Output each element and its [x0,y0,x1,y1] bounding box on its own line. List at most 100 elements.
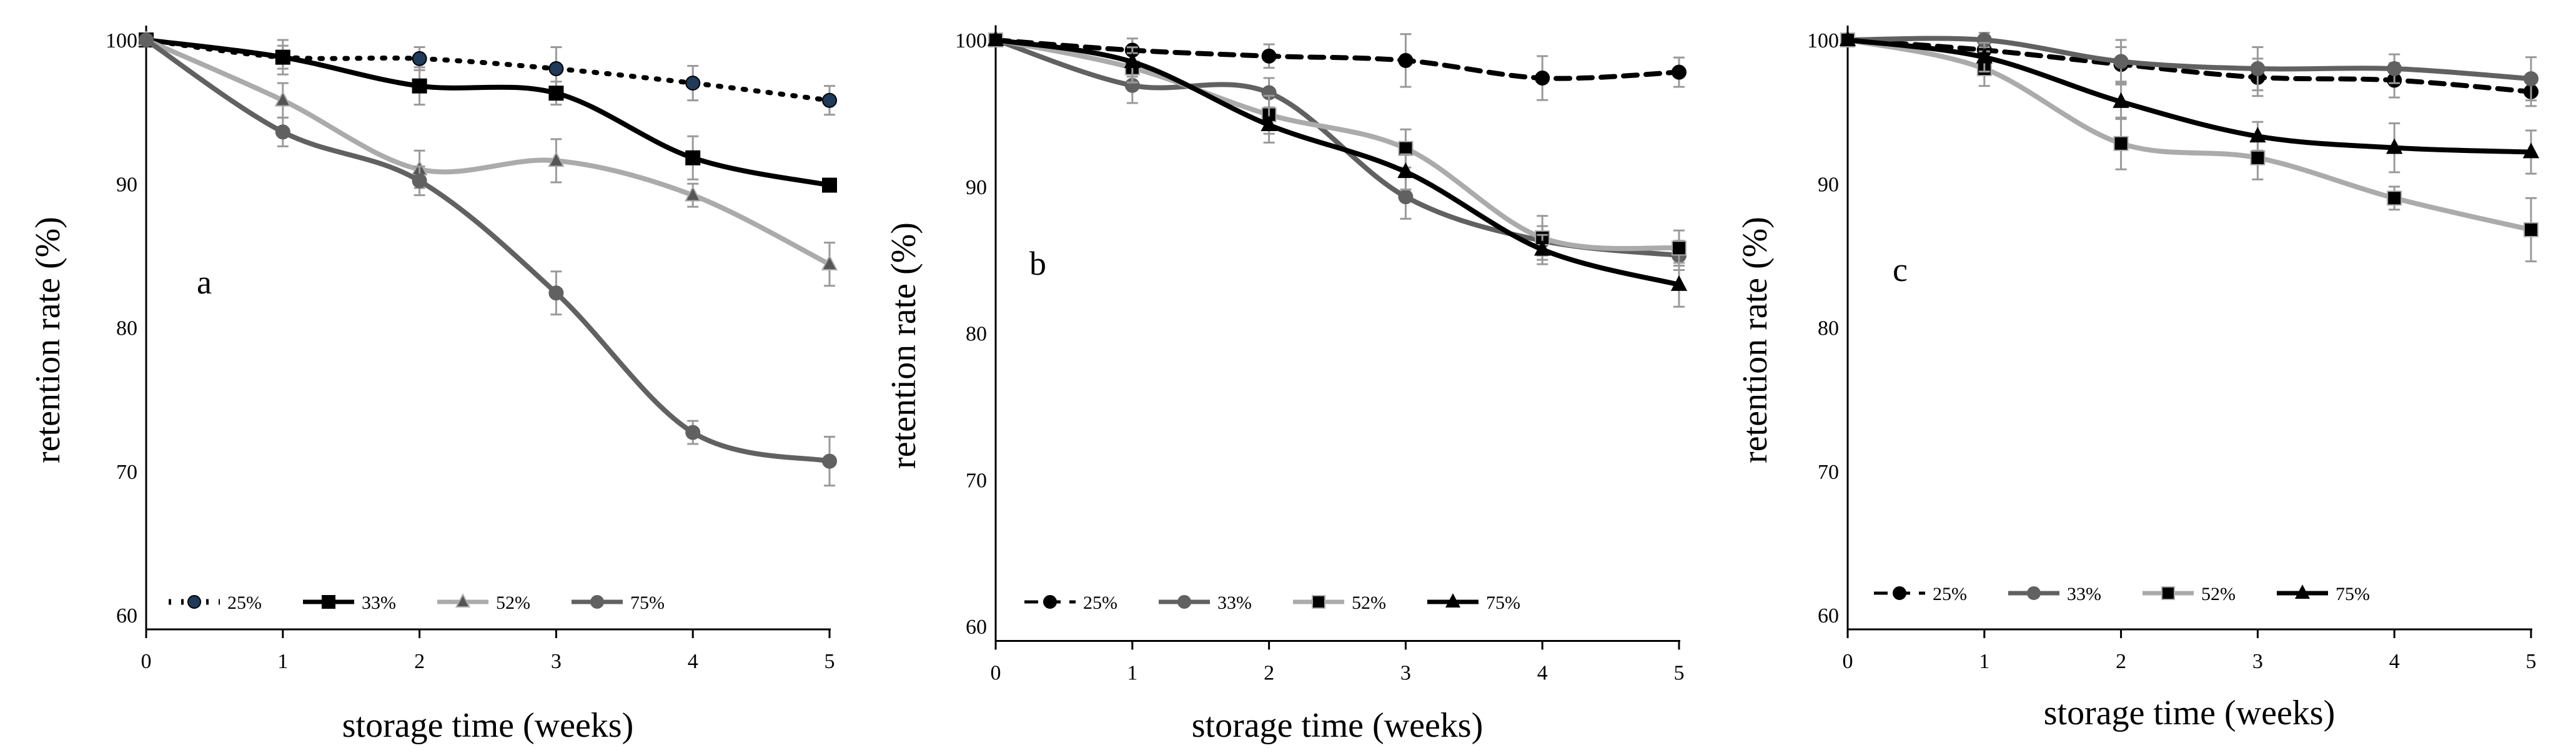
x-tick-label: 5 [825,650,835,673]
data-point [275,124,290,140]
panel-b: 60 70 80 90 100 0 1 2 3 4 5 storage time (weeks) ret… [884,25,1688,745]
series-25pct [139,32,837,116]
data-point [1398,52,1414,68]
data-point [1839,30,1856,46]
series-line [993,37,1682,81]
legend-marker [1312,595,1325,609]
series-line [144,37,832,267]
legend-label: 75% [2336,584,2370,604]
legend-marker [590,595,604,609]
x-tick-label: 1 [277,650,288,673]
legend-marker [1177,595,1191,609]
panel-label: a [197,263,212,301]
x-tick-label: 4 [688,650,698,673]
x-tick-label: 3 [1400,661,1411,684]
data-point [412,51,427,66]
x-axis-title: storage time (weeks) [1192,706,1483,745]
data-point [1261,115,1277,131]
series-line [144,37,832,464]
data-point [1397,162,1414,179]
legend-label: 33% [2067,584,2101,604]
y-tick-label: 80 [116,317,137,340]
panel-c: 60 70 80 90 100 0 1 2 3 4 5 storage time (weeks) ret… [1736,25,2540,732]
data-point [2386,138,2403,154]
x-tick-label: 2 [414,650,425,673]
series-75pct [987,30,1688,308]
data-point [685,76,701,91]
y-tick-label: 60 [966,616,987,639]
data-point [2522,142,2540,159]
x-tick-label: 5 [1674,661,1685,684]
x-tick-label: 1 [1979,650,1989,673]
data-point [275,49,290,65]
data-point [685,425,701,440]
series-line [1845,37,2534,155]
series-33pct [139,32,837,193]
series-75pct [1839,30,2540,175]
data-point [822,177,837,193]
x-tick-label: 4 [2389,650,2400,673]
x-tick-label: 2 [2116,650,2126,673]
y-axis-title: retention rate (%) [1736,217,1775,463]
series-line [1845,36,2534,82]
legend-label: 52% [2201,584,2236,604]
data-point [2524,222,2539,237]
y-tick-label: 80 [966,323,987,346]
series-33pct [1840,31,2539,102]
data-point [822,453,837,469]
legend-label: 52% [1352,593,1386,613]
data-point [685,150,701,165]
x-tick-label: 0 [1843,650,1853,673]
series-line [1845,37,2534,232]
legend-marker [1445,593,1461,608]
data-point [274,91,291,107]
data-point [1672,64,1687,80]
series-line [993,37,1682,252]
data-point [685,185,701,202]
y-tick-label: 90 [1818,173,1839,196]
legend-marker [187,595,201,609]
legend-label: 25% [227,593,262,613]
x-tick-label: 0 [141,650,152,673]
data-point [1976,47,1993,64]
series-75pct [139,32,837,487]
x-tick-label: 1 [1127,661,1137,684]
legend-marker [1893,586,1906,600]
data-point [548,86,564,101]
series-52pct [137,30,838,287]
legend-label: 25% [1083,593,1117,613]
series-line [993,37,1682,288]
series-line [144,37,832,103]
data-point [2113,135,2129,151]
series-line [144,37,832,188]
y-tick-label: 80 [1818,317,1839,340]
data-point [1398,189,1414,205]
data-point [548,151,565,167]
legend-marker [2027,586,2041,600]
data-point [412,173,427,189]
data-point [548,285,564,301]
legend-label: 75% [1486,593,1520,613]
series-line [1845,37,2534,94]
legend-label: 33% [362,593,396,613]
legend-label: 33% [1217,593,1252,613]
data-point [2524,71,2539,87]
data-point [2113,92,2129,108]
data-point [822,92,837,108]
series-25pct [988,32,1687,101]
data-point [987,30,1004,46]
x-tick-label: 4 [1537,661,1548,684]
x-tick-label: 5 [2526,650,2537,673]
data-point [2387,190,2402,206]
y-tick-label: 70 [966,469,987,492]
y-tick-label: 60 [116,604,137,628]
y-tick-label: 90 [116,173,137,196]
panel-a: 60 70 80 90 100 0 1 2 3 4 5 storage time (weeks) ret… [29,25,838,745]
data-point [1672,240,1687,256]
x-tick-label: 3 [551,650,562,673]
data-point [1670,275,1688,291]
y-tick-label: 100 [106,29,137,52]
data-point [2387,61,2402,77]
data-point [548,61,564,77]
